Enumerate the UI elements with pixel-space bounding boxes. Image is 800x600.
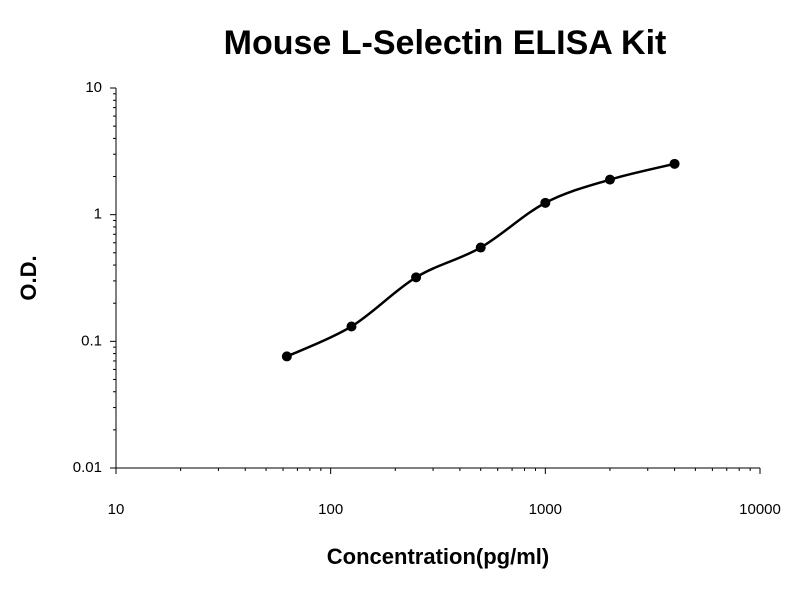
y-tick-label: 0.01	[73, 459, 102, 476]
data-point	[281, 351, 292, 362]
data-point	[411, 272, 422, 283]
data-point	[475, 242, 486, 253]
chart-title: Mouse L-Selectin ELISA Kit	[224, 24, 667, 62]
x-tick-label: 1000	[529, 501, 562, 518]
y-tick-label: 0.1	[81, 332, 102, 349]
x-tick-label: 100	[318, 501, 343, 518]
x-tick-label: 10000	[739, 501, 781, 518]
x-axis-label: Concentration(pg/ml)	[327, 544, 549, 569]
y-tick-label: 10	[85, 79, 102, 96]
y-axis-label: O.D.	[16, 255, 41, 300]
x-tick-label: 10	[108, 501, 125, 518]
data-point	[669, 158, 680, 169]
data-point	[604, 174, 615, 185]
fit-curve	[286, 162, 675, 358]
data-point	[346, 321, 357, 332]
y-tick-label: 1	[94, 206, 102, 223]
data-point	[540, 197, 551, 208]
